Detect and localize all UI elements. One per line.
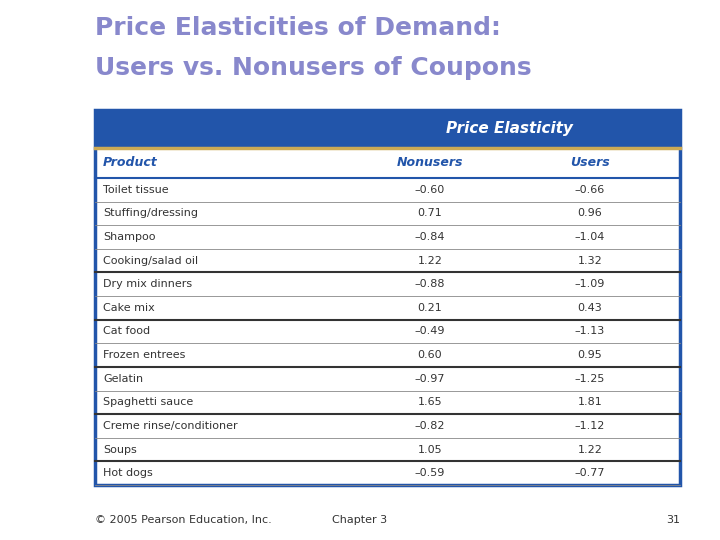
Text: –0.49: –0.49 [415, 327, 445, 336]
Text: Soups: Soups [103, 444, 137, 455]
Text: Price Elasticity: Price Elasticity [446, 122, 574, 137]
Text: 1.32: 1.32 [577, 255, 603, 266]
Text: –0.97: –0.97 [415, 374, 445, 384]
Text: –0.84: –0.84 [415, 232, 445, 242]
Text: Stuffing/dressing: Stuffing/dressing [103, 208, 198, 218]
Text: –0.77: –0.77 [575, 468, 606, 478]
Text: –1.09: –1.09 [575, 279, 606, 289]
Text: –1.25: –1.25 [575, 374, 606, 384]
Text: –0.59: –0.59 [415, 468, 445, 478]
Text: Price Elasticities of Demand:: Price Elasticities of Demand: [95, 16, 501, 40]
Text: –0.82: –0.82 [415, 421, 445, 431]
Text: –0.66: –0.66 [575, 185, 605, 195]
Text: Gelatin: Gelatin [103, 374, 143, 384]
Text: Users vs. Nonusers of Coupons: Users vs. Nonusers of Coupons [95, 56, 531, 80]
Text: Users: Users [570, 157, 610, 170]
Text: 1.05: 1.05 [418, 444, 442, 455]
Text: Product: Product [103, 157, 158, 170]
Text: Cooking/salad oil: Cooking/salad oil [103, 255, 198, 266]
Text: Frozen entrees: Frozen entrees [103, 350, 185, 360]
Text: Cake mix: Cake mix [103, 303, 155, 313]
Text: 1.22: 1.22 [577, 444, 603, 455]
Text: Toilet tissue: Toilet tissue [103, 185, 168, 195]
Text: 0.71: 0.71 [418, 208, 442, 218]
Text: 1.81: 1.81 [577, 397, 603, 407]
Text: 31: 31 [666, 515, 680, 525]
Text: 0.95: 0.95 [577, 350, 603, 360]
Text: 0.43: 0.43 [577, 303, 603, 313]
Text: –0.60: –0.60 [415, 185, 445, 195]
Text: 1.22: 1.22 [418, 255, 442, 266]
Bar [95, 110, 680, 148]
Text: Creme rinse/conditioner: Creme rinse/conditioner [103, 421, 238, 431]
Text: Chapter 3: Chapter 3 [333, 515, 387, 525]
Text: 0.60: 0.60 [418, 350, 442, 360]
Text: © 2005 Pearson Education, Inc.: © 2005 Pearson Education, Inc. [95, 515, 271, 525]
Text: Cat food: Cat food [103, 327, 150, 336]
Text: 1.65: 1.65 [418, 397, 442, 407]
Text: –1.04: –1.04 [575, 232, 606, 242]
Text: Dry mix dinners: Dry mix dinners [103, 279, 192, 289]
Text: 0.21: 0.21 [418, 303, 442, 313]
Bar [95, 110, 680, 485]
Text: Shampoo: Shampoo [103, 232, 156, 242]
Text: Spaghetti sauce: Spaghetti sauce [103, 397, 193, 407]
Text: 0.96: 0.96 [577, 208, 603, 218]
Text: –0.88: –0.88 [415, 279, 445, 289]
Text: Hot dogs: Hot dogs [103, 468, 153, 478]
Text: Nonusers: Nonusers [397, 157, 463, 170]
Text: –1.13: –1.13 [575, 327, 605, 336]
Text: –1.12: –1.12 [575, 421, 606, 431]
